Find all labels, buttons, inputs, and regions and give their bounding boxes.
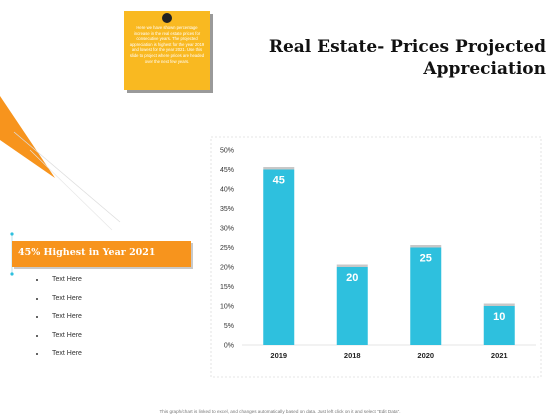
- list-item: Text Here: [36, 295, 82, 314]
- y-tick-label: 45%: [220, 167, 234, 174]
- orange-ray-shape: [0, 96, 55, 178]
- y-tick-label: 50%: [220, 148, 234, 155]
- chart-frame: [210, 136, 542, 378]
- decorative-line: [29, 149, 113, 231]
- data-label: 25: [420, 253, 432, 265]
- bar: [263, 169, 295, 345]
- x-tick-label: 2021: [491, 351, 508, 360]
- x-tick-label: 2018: [344, 351, 361, 360]
- bar: [483, 306, 515, 345]
- data-label: 45: [273, 175, 285, 187]
- y-tick-label: 10%: [220, 304, 234, 311]
- highlight-banner: 45% Highest in Year 2021: [12, 241, 191, 267]
- pin-icon: [162, 13, 172, 23]
- bar-cap: [336, 264, 368, 267]
- bar: [410, 247, 442, 345]
- bullet-list: Text Here Text Here Text Here Text Here …: [36, 276, 82, 369]
- bar-cap: [410, 245, 442, 248]
- y-tick-label: 30%: [220, 226, 234, 233]
- data-label: 10: [493, 311, 505, 323]
- y-tick-label: 0%: [224, 343, 234, 350]
- sticky-note: Here we have shown percentage increase i…: [124, 11, 210, 90]
- bar: [336, 267, 368, 345]
- list-item: Text Here: [36, 332, 82, 351]
- y-tick-label: 35%: [220, 206, 234, 213]
- footer-note: This graph/chart is linked to excel, and…: [159, 409, 401, 414]
- x-tick-label: 2020: [417, 351, 434, 360]
- y-tick-label: 20%: [220, 265, 234, 272]
- data-label: 20: [346, 272, 358, 284]
- y-tick-label: 5%: [224, 323, 234, 330]
- list-item: Text Here: [36, 313, 82, 332]
- bar-cap: [263, 167, 295, 170]
- y-tick-label: 40%: [220, 187, 234, 194]
- list-item: Text Here: [36, 350, 82, 369]
- y-tick-label: 25%: [220, 245, 234, 252]
- bar-cap: [483, 303, 515, 306]
- decorative-line: [13, 131, 121, 223]
- connector-dot: [10, 272, 14, 276]
- list-item: Text Here: [36, 276, 82, 295]
- slide-title: Real Estate- Prices Projected Appreciati…: [268, 37, 546, 79]
- highlight-text: 45% Highest in Year 2021: [18, 247, 156, 258]
- x-tick-label: 2019: [270, 351, 287, 360]
- connector-dot: [10, 232, 14, 236]
- sticky-note-text: Here we have shown percentage increase i…: [129, 25, 205, 64]
- y-tick-label: 15%: [220, 284, 234, 291]
